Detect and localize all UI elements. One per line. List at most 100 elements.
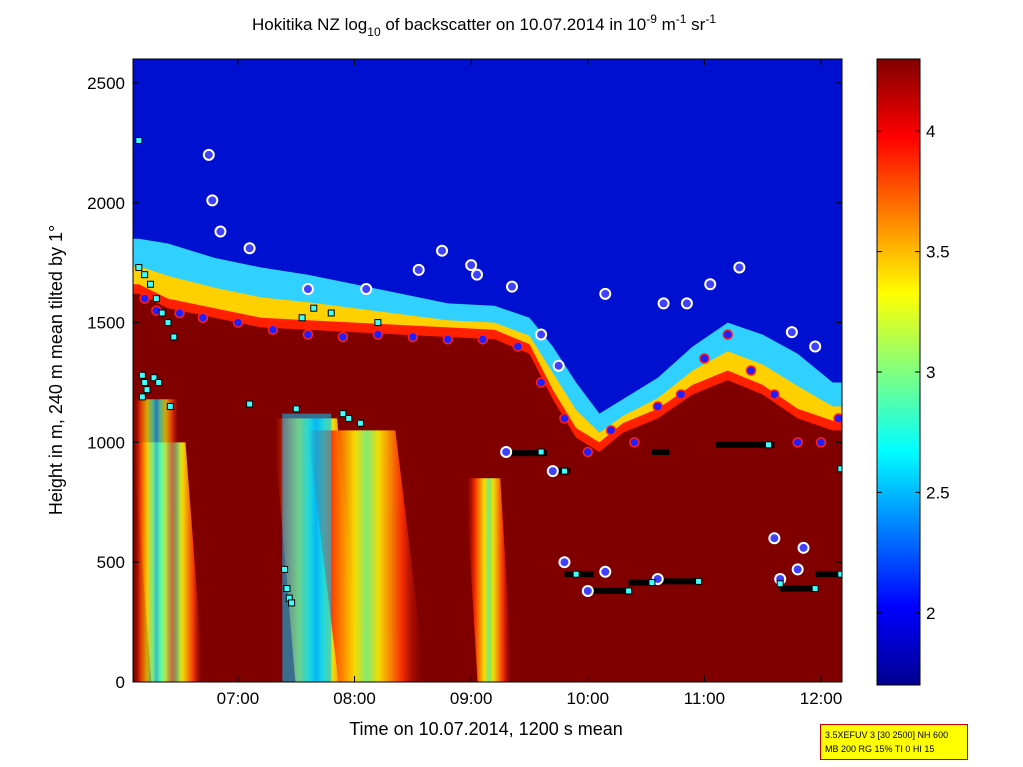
chart-title: Hokitika NZ log10 of backscatter on 10.0… <box>252 12 716 39</box>
cloud-base-point <box>769 389 780 400</box>
detection-segment <box>716 441 775 448</box>
cloud-base-point <box>792 437 803 448</box>
cloud-base-point <box>833 413 842 424</box>
detection-point <box>412 263 425 276</box>
layer-marker <box>141 378 149 386</box>
info-line-2: MB 200 RG 15% TI 0 HI 15 <box>825 744 935 754</box>
layer-marker <box>138 393 146 401</box>
plot-frame <box>132 58 843 683</box>
colorbar-tick-label: 3.5 <box>926 243 950 262</box>
layer-marker <box>135 136 143 144</box>
detection-point <box>360 283 373 296</box>
cloud-base-point <box>699 353 710 364</box>
settings-info-box: 3.5XEFUV 3 [30 2500] NH 600 MB 200 RG 15… <box>820 724 968 760</box>
cloud-base-point <box>512 341 524 352</box>
cloud-base-point <box>407 331 419 343</box>
detection-point <box>809 340 822 353</box>
layer-marker <box>281 565 289 573</box>
detection-point <box>558 556 571 569</box>
y-tick-label: 500 <box>97 553 125 572</box>
cloud-base-point <box>232 317 244 328</box>
layer-marker <box>283 585 291 593</box>
plume-center-core <box>282 413 332 682</box>
cloud-base-point <box>442 334 454 345</box>
x-tick-label: 07:00 <box>217 689 260 708</box>
cloud-base-point <box>535 377 547 388</box>
cloud-base-point <box>477 334 489 345</box>
layer-marker <box>837 465 842 473</box>
detection-segment <box>506 450 547 457</box>
plume-left-core <box>133 399 180 682</box>
detection-point <box>202 148 215 161</box>
layer-marker <box>138 371 146 379</box>
layer-marker <box>572 570 580 578</box>
x-tick-label: 10:00 <box>567 689 610 708</box>
layer-marker <box>345 414 353 422</box>
detection-point <box>785 326 798 339</box>
detection-point <box>797 541 810 554</box>
y-tick-label: 1000 <box>87 433 125 452</box>
cloud-base-point <box>197 312 209 324</box>
info-line-1: 3.5XEFUV 3 [30 2500] NH 600 <box>825 730 949 740</box>
layer-marker <box>356 419 364 427</box>
detection-segment <box>780 585 816 592</box>
detection-point <box>599 287 612 300</box>
detection-segment <box>815 571 839 578</box>
detection-point <box>546 465 559 478</box>
detection-point <box>505 280 518 293</box>
detection-point <box>500 445 513 458</box>
layer-marker <box>560 467 568 475</box>
detection-point <box>465 259 478 272</box>
layer-marker <box>158 309 166 317</box>
cloud-base-point <box>605 425 617 436</box>
detection-point <box>301 283 314 296</box>
detection-segment <box>657 578 699 585</box>
colorbar-tick-label: 2 <box>926 604 935 623</box>
detection-segment <box>628 579 652 586</box>
detection-point <box>704 278 717 291</box>
colorbar-tick-label: 2.5 <box>926 483 950 502</box>
colorbar-tick-label: 3 <box>926 363 935 382</box>
x-tick-label: 08:00 <box>333 689 376 708</box>
x-tick-label: 12:00 <box>800 689 843 708</box>
layer-marker <box>310 304 318 312</box>
layer-marker <box>298 314 306 322</box>
layer-marker <box>288 599 296 607</box>
cloud-base-point <box>139 293 150 304</box>
x-axis-label: Time on 10.07.2014, 1200 s mean <box>349 719 623 739</box>
cloud-base-point <box>372 329 384 340</box>
detection-point <box>552 359 565 372</box>
cloud-base-point <box>815 437 827 448</box>
layer-marker <box>625 587 633 595</box>
layer-marker <box>339 410 347 418</box>
y-tick-label: 1500 <box>87 314 125 333</box>
layer-marker <box>150 374 158 382</box>
layer-marker <box>155 378 163 386</box>
layer-marker <box>765 441 773 449</box>
layer-marker <box>146 280 154 288</box>
detection-point <box>581 584 594 597</box>
layer-marker <box>537 448 545 456</box>
cloud-base-point <box>629 437 640 448</box>
detection-point <box>471 268 484 281</box>
cloud-base-point <box>582 446 594 458</box>
layer-marker <box>141 271 149 279</box>
layer-marker <box>695 577 703 585</box>
colorbar <box>876 58 921 686</box>
layer-marker <box>135 263 143 271</box>
heatmap-area <box>133 59 842 682</box>
detection-point <box>791 563 804 576</box>
cloud-base-point <box>174 307 185 319</box>
layer-marker <box>143 386 151 394</box>
detection-point <box>599 565 612 578</box>
detection-point <box>768 532 781 545</box>
layer-marker <box>837 570 842 578</box>
y-axis-label: Height in m, 240 m mean tilted by 1° <box>46 225 66 515</box>
cloud-base-point <box>337 331 349 343</box>
layer-marker <box>327 309 335 317</box>
detection-segment <box>587 587 629 594</box>
detection-point <box>436 244 449 257</box>
colorbar-tick-label: 4 <box>926 122 935 141</box>
detection-point <box>535 328 548 341</box>
